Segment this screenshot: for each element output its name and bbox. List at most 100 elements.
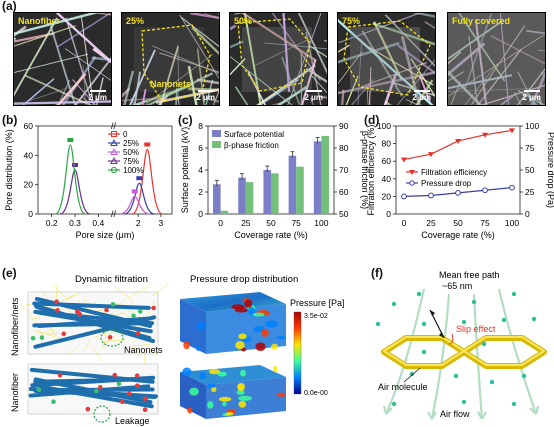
nanonets-label: Nanonets [124, 345, 163, 355]
peak-marker [67, 138, 74, 143]
scale-label: 2 μm [412, 93, 431, 102]
panel-f-letter: (f) [371, 266, 383, 280]
series-line-0 [403, 129, 513, 161]
air-flow-label: Air flow [440, 409, 470, 419]
y-tick-label: 4 [198, 165, 203, 175]
air-molecule [531, 316, 537, 322]
x-tick-label: 100 [314, 218, 328, 228]
air-molecule [391, 301, 397, 307]
x-axis-break: // [111, 209, 117, 219]
point-filtration [482, 132, 488, 138]
peak-marker [131, 189, 138, 194]
air-molecule [391, 401, 397, 407]
legend-marker [110, 166, 118, 174]
point-pressure [482, 187, 488, 194]
air-molecule-label: Air molecule [378, 382, 428, 392]
panel-e: Dynamic filtration Pressure drop distrib… [10, 274, 345, 426]
point-filtration [428, 152, 434, 158]
y-tick-label: 100 [377, 121, 391, 131]
panel-b-letter: (b) [2, 113, 18, 127]
bar-beta-phase [271, 173, 279, 214]
y-tick-label: 60 [24, 121, 34, 131]
y2-tick-label: 70 [339, 165, 349, 175]
slip-effect-label: Slip effect [456, 324, 496, 334]
y2-tick-label: 100 [525, 121, 539, 131]
y2-tick-label: 80 [339, 143, 349, 153]
x-tick-label: 75 [291, 218, 301, 228]
air-molecule [461, 399, 467, 405]
legend-label: 25% [123, 139, 139, 148]
point-pressure [509, 184, 515, 191]
bar-beta-phase [321, 135, 329, 214]
y-tick-label: 0 [386, 209, 391, 219]
legend-marker [110, 138, 118, 146]
x-tick-label: 0 [402, 218, 407, 228]
mean-free-path-label: Mean free path [439, 270, 500, 280]
colorbar-title: Pressure [Pa] [290, 298, 345, 308]
panel-e-letter: (e) [2, 266, 17, 280]
y-tick-label: 6 [198, 143, 203, 153]
scale-bar [198, 90, 214, 92]
sem-image-3: 50% 2 μm [229, 12, 328, 106]
y-tick-label: 0 [28, 209, 33, 219]
bar-beta-phase [245, 182, 254, 214]
scale-bar [306, 90, 322, 92]
series-peak-75% [59, 169, 91, 215]
peak-marker [136, 176, 143, 181]
x-tick-label: 25 [241, 218, 251, 228]
plot-frame [37, 125, 173, 215]
scale-bar [90, 90, 106, 92]
y-axis-label: Pore distribution (%) [4, 129, 14, 211]
row2-label: Nanofiber [10, 373, 20, 412]
bar-surface-potential [288, 155, 297, 214]
legend-marker [409, 170, 415, 175]
row1-label: Nanofiber/nets [10, 297, 20, 356]
sem-label: 75% [342, 16, 361, 26]
y-tick-label: 40 [24, 150, 34, 160]
x-tick-label: 0.2 [46, 218, 58, 228]
legend-label: 0 [123, 130, 128, 139]
colorbar [293, 311, 302, 395]
colorbar-min: 0.0e-00 [304, 390, 328, 397]
y-axis-label: Surface potential (kV) [180, 127, 190, 214]
peak-marker [144, 142, 151, 147]
bar-surface-potential [263, 170, 271, 214]
top-axis-break: // [111, 121, 117, 131]
air-molecule [461, 319, 467, 325]
y-tick-label: 20 [382, 191, 392, 201]
air-molecule [489, 379, 495, 385]
y-tick-label: 8 [198, 121, 203, 131]
series-peak-50% [119, 195, 150, 215]
panel-a-letter: (a) [2, 0, 17, 13]
air-molecule [409, 371, 415, 377]
air-molecule [375, 321, 381, 327]
x-tick-label: 0.3 [69, 218, 81, 228]
air-molecule [416, 291, 422, 297]
y-tick-label: 60 [382, 156, 392, 166]
y-axis-label: Filtration efficiency (%) [366, 125, 376, 216]
scale-label: 2 μm [304, 93, 323, 102]
x-tick-label: 3 [159, 218, 164, 228]
nanonet-region-outline [343, 20, 431, 96]
sem-image-5: Fully covered 2 μm [447, 12, 546, 106]
sem-image-4: 75% 2 μm [337, 12, 436, 106]
air-molecule [511, 291, 517, 297]
bar-surface-potential [238, 177, 246, 214]
air-molecule [501, 317, 507, 323]
peak-marker [72, 163, 78, 167]
y2-axis-label: Pressure drop (Pa) [546, 132, 554, 208]
scale-label: 2 μm [522, 93, 541, 102]
y2-tick-label: 60 [339, 187, 349, 197]
sem-label: 50% [234, 16, 253, 26]
x-axis-label: Coverage rate (%) [421, 230, 495, 240]
y2-tick-label: 50 [339, 209, 349, 219]
chart-b: 0 20 40 60 0.2 0.3 0.4 2 3 // // Pore size (μm) Pore… [4, 121, 173, 240]
filtration-box-nets: Nanonets [17, 283, 169, 366]
pressure-box-nets [180, 292, 287, 354]
air-molecule [453, 373, 459, 379]
dynamic-filtration-title: Dynamic filtration [75, 274, 148, 285]
sem-label: Fully covered [452, 16, 511, 26]
legend-swatch [212, 130, 221, 137]
panel-f: Mean free path ~65 nm Slip effect Air mo… [375, 270, 547, 420]
